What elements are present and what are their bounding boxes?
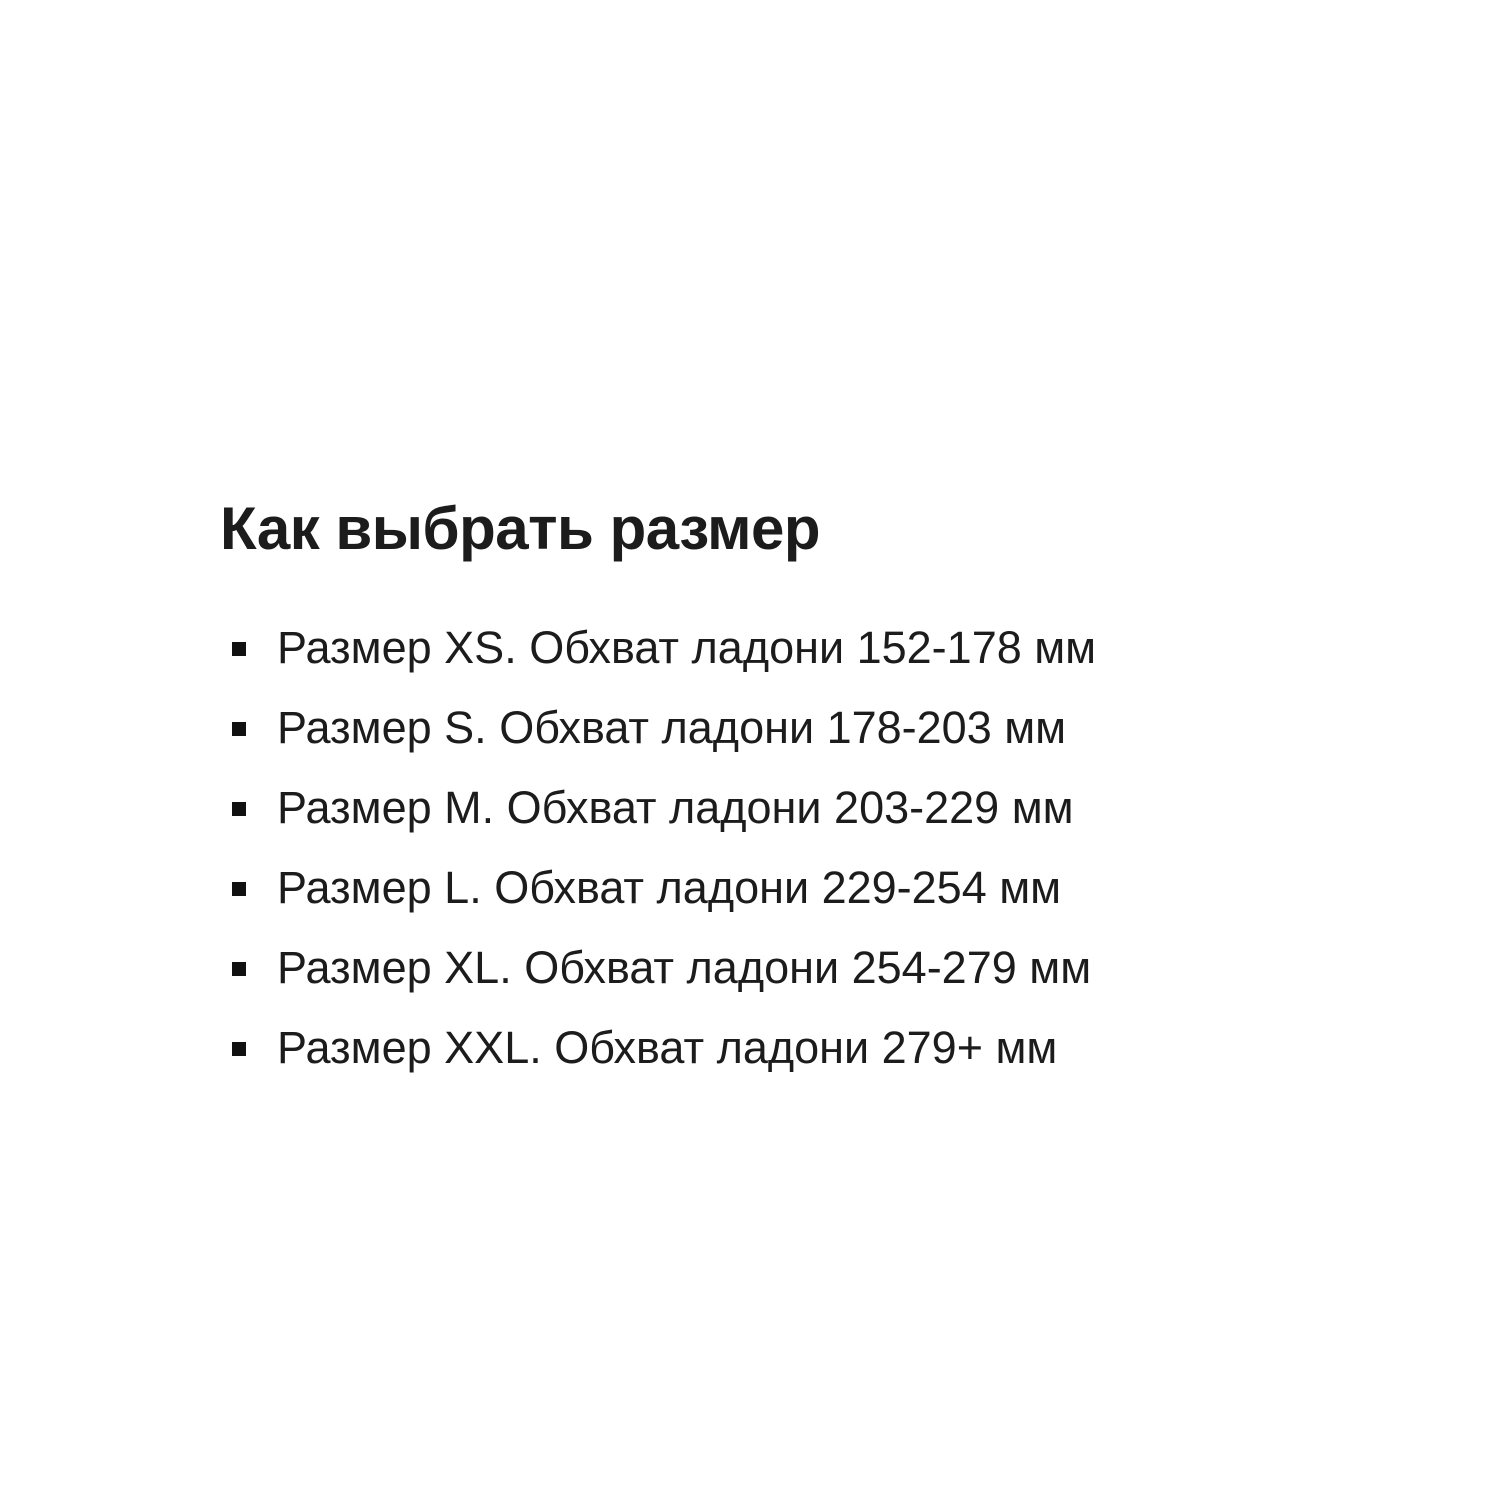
bullet-square-icon <box>232 882 246 896</box>
list-item-text: Размер S. Обхват ладони 178-203 мм <box>277 701 1067 753</box>
list-item-text: Размер XL. Обхват ладони 254-279 мм <box>277 941 1092 993</box>
bullet-square-icon <box>232 1042 246 1056</box>
bullet-square-icon <box>232 962 246 976</box>
list-item: Размер XS. Обхват ладони 152-178 мм <box>232 624 1340 670</box>
list-item-text: Размер XXL. Обхват ладони 279+ мм <box>277 1021 1058 1073</box>
list-item: Размер XL. Обхват ладони 254-279 мм <box>232 944 1340 990</box>
bullet-square-icon <box>232 802 246 816</box>
list-item-text: Размер XS. Обхват ладони 152-178 мм <box>277 621 1097 673</box>
size-guide-title: Как выбрать размер <box>220 495 821 562</box>
size-list: Размер XS. Обхват ладони 152-178 мм Разм… <box>220 624 1340 1070</box>
list-item: Размер M. Обхват ладони 203-229 мм <box>232 784 1340 830</box>
bullet-square-icon <box>232 642 246 656</box>
bullet-square-icon <box>232 722 246 736</box>
list-item-text: Размер M. Обхват ладони 203-229 мм <box>277 781 1074 833</box>
size-guide-section: Как выбрать размер Размер XS. Обхват лад… <box>220 496 1340 1104</box>
list-item: Размер L. Обхват ладони 229-254 мм <box>232 864 1340 910</box>
list-item-text: Размер L. Обхват ладони 229-254 мм <box>277 861 1062 913</box>
list-item: Размер XXL. Обхват ладони 279+ мм <box>232 1024 1340 1070</box>
list-item: Размер S. Обхват ладони 178-203 мм <box>232 704 1340 750</box>
